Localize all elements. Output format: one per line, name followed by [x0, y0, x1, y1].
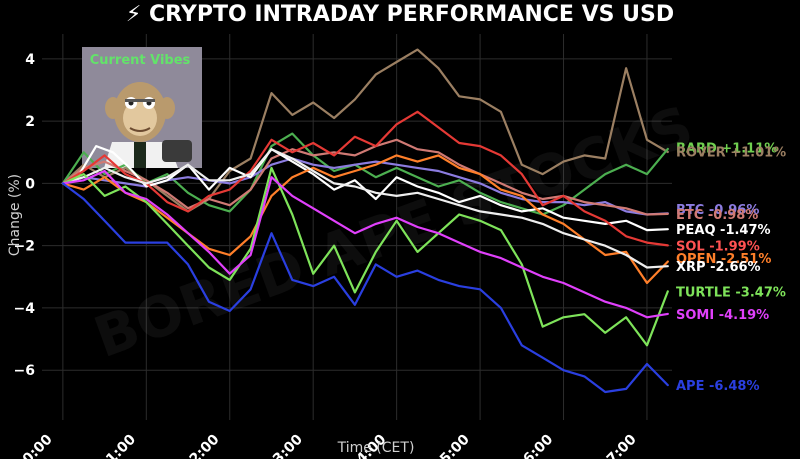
x-tick-label: 02:00 — [180, 431, 223, 459]
y-tick-label: −6 — [14, 363, 35, 379]
series-line-etc — [61, 138, 669, 216]
series-line-ape — [61, 182, 669, 394]
series-line-turtle — [61, 166, 669, 347]
y-tick-label: 4 — [25, 52, 35, 68]
x-tick-label: 03:00 — [263, 431, 306, 459]
series-line-somi — [61, 169, 669, 319]
y-tick-label: −4 — [14, 301, 36, 317]
series-line-sol — [61, 110, 669, 247]
series-label-peaq: PEAQ -1.47% — [676, 223, 771, 238]
series-line-rover — [61, 48, 669, 213]
x-tick-label: 07:00 — [597, 431, 640, 459]
x-tick-label: 05:00 — [430, 431, 473, 459]
series-label-etc: ETC -0.98% — [676, 208, 758, 223]
series-line-open — [61, 154, 669, 285]
x-axis-label: Time (CET) — [337, 440, 415, 456]
series-label-ape: APE -6.48% — [676, 379, 760, 394]
y-tick-label: 2 — [25, 114, 35, 130]
chart-title: ⚡ CRYPTO INTRADAY PERFORMANCE VS USD — [126, 2, 674, 27]
series-label-xrp: XRP -2.66% — [676, 260, 761, 275]
series-label-bard: BARD +1.11% — [676, 142, 777, 157]
series-label-open: OPEN -2.51% — [676, 252, 771, 267]
inset-meme-image: Current Vibes — [82, 47, 202, 168]
y-tick-label: −2 — [14, 239, 35, 255]
x-tick-label: 06:00 — [514, 431, 557, 459]
series-label-sol: SOL -1.99% — [676, 239, 760, 254]
series-line-peaq — [61, 145, 669, 232]
series-layer — [61, 48, 669, 394]
series-line-xrp — [61, 148, 669, 269]
x-tick-label: 00:00 — [13, 431, 56, 459]
y-axis-label: Change (%) — [7, 174, 23, 256]
series-labels: BARD +1.11%ROVER +1.01% BTC -0.96%ETC -0.… — [676, 142, 786, 395]
series-label-rover: ROVER +1.01% — [676, 146, 786, 161]
ape-illustration-icon — [104, 82, 192, 168]
y-tick-label: 0 — [25, 176, 35, 192]
series-label-turtle: TURTLE -3.47% — [676, 285, 786, 300]
inset-caption: Current Vibes — [90, 53, 191, 68]
series-label-btc: BTC -0.96% — [676, 203, 759, 218]
x-tick-label: 01:00 — [96, 431, 139, 459]
series-label-somi: SOMI -4.19% — [676, 308, 769, 323]
